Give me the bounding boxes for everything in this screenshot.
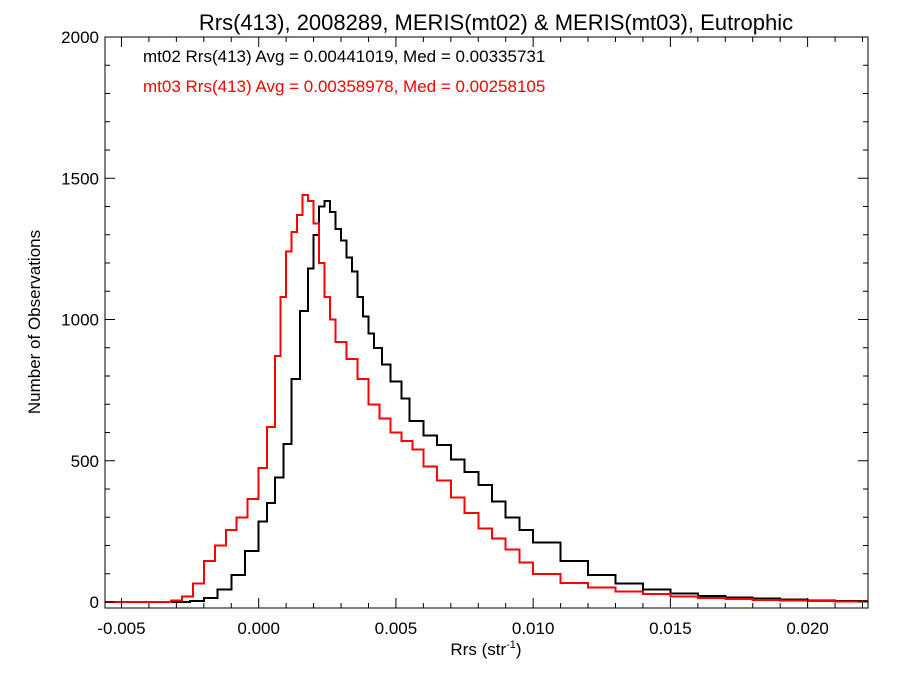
series-line-0 bbox=[105, 199, 868, 603]
x-tick-label: -0.005 bbox=[97, 619, 145, 638]
y-tick-label: 0 bbox=[90, 593, 99, 612]
legend-entry-mt02: mt02 Rrs(413) Avg = 0.00441019, Med = 0.… bbox=[143, 47, 545, 66]
plot-frame bbox=[104, 36, 869, 609]
y-axis: 0 500 1000 1500 2000 bbox=[61, 28, 868, 612]
legend-entry-mt03: mt03 Rrs(413) Avg = 0.00358978, Med = 0.… bbox=[143, 77, 545, 96]
x-axis-label: Rrs (str-1) bbox=[450, 639, 521, 659]
y-tick-label: 500 bbox=[71, 452, 99, 471]
y-tick-label: 1000 bbox=[61, 311, 99, 330]
x-tick-label: 0.020 bbox=[786, 619, 829, 638]
x-tick-label: 0.005 bbox=[375, 619, 418, 638]
x-tick-label: 0.010 bbox=[512, 619, 555, 638]
legend: mt02 Rrs(413) Avg = 0.00441019, Med = 0.… bbox=[143, 47, 545, 96]
y-tick-label: 1500 bbox=[61, 169, 99, 188]
x-axis: -0.005 0.000 0.005 0.010 0.015 0.020 bbox=[97, 37, 864, 638]
x-tick-label: 0.015 bbox=[649, 619, 692, 638]
y-tick-label: 2000 bbox=[61, 28, 99, 47]
x-tick-label: 0.000 bbox=[237, 619, 280, 638]
chart-title: Rrs(413), 2008289, MERIS(mt02) & MERIS(m… bbox=[199, 10, 793, 35]
series-line-1 bbox=[105, 194, 868, 603]
series-layer bbox=[105, 194, 868, 603]
y-axis-label: Number of Observations bbox=[25, 230, 44, 414]
